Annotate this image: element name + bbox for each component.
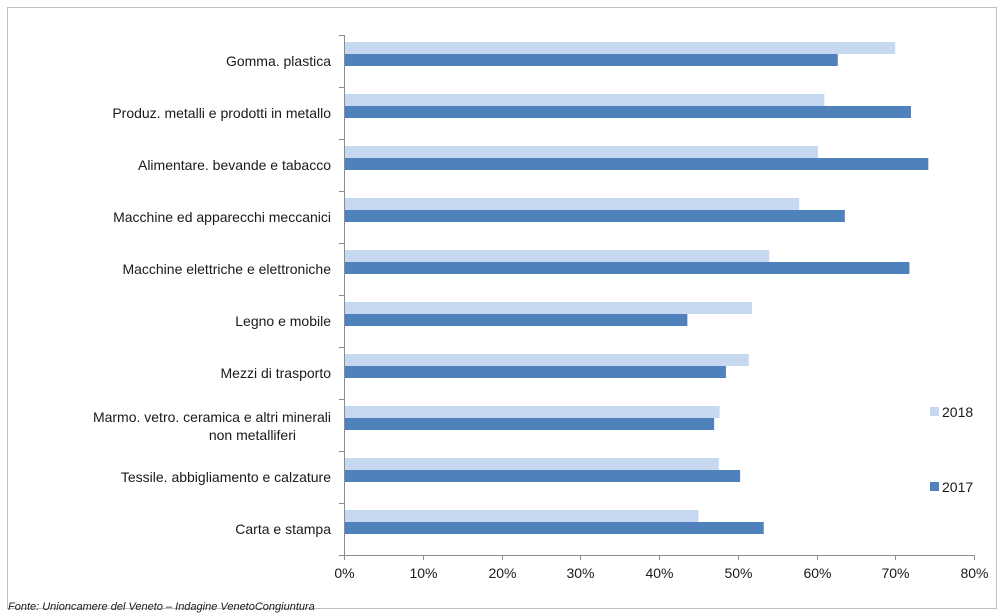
- category-label: Legno e mobile: [235, 313, 331, 329]
- x-tick-label: 50%: [724, 565, 752, 581]
- x-tick-label: 0%: [334, 565, 354, 581]
- category-label: Macchine ed apparecchi meccanici: [113, 209, 331, 225]
- category-label: Produz. metalli e prodotti in metallo: [112, 105, 331, 121]
- bar-2018-8: [344, 406, 720, 418]
- bar-2017-8: [344, 418, 715, 430]
- bar-2017-1: [344, 54, 838, 66]
- category-label: Macchine elettriche e elettroniche: [122, 261, 331, 277]
- legend-label-2018: 2018: [942, 404, 973, 420]
- legend-swatch-2017: [930, 482, 939, 491]
- x-tick-label: 10%: [409, 565, 437, 581]
- category-label: Gomma. plastica: [226, 53, 331, 69]
- bar-2017-6: [344, 314, 688, 326]
- category-label: Marmo. vetro. ceramica e altri minerali n…: [93, 409, 331, 443]
- bar-2017-5: [344, 262, 910, 274]
- bar-2018-9: [344, 458, 719, 470]
- bar-2018-2: [344, 94, 825, 106]
- x-tick-label: 70%: [881, 565, 909, 581]
- bar-2018-6: [344, 302, 752, 314]
- bar-2018-3: [344, 146, 819, 158]
- category-labels: Gomma. plastica Produz. metalli e prodott…: [93, 53, 331, 537]
- x-tick-label: 30%: [566, 565, 594, 581]
- bar-2018-1: [344, 42, 896, 54]
- bar-2017-10: [344, 522, 764, 534]
- bar-2018-4: [344, 198, 800, 210]
- bar-2018-10: [344, 510, 699, 522]
- bar-2017-9: [344, 470, 741, 482]
- x-tick-label: 80%: [960, 565, 988, 581]
- category-label: Mezzi di trasporto: [221, 365, 332, 381]
- x-tick-label: 60%: [803, 565, 831, 581]
- bar-2018-7: [344, 354, 749, 366]
- bar-2017-4: [344, 210, 845, 222]
- legend-label-2017: 2017: [942, 479, 973, 495]
- axes-group: [339, 35, 975, 560]
- x-tick-label: 20%: [488, 565, 516, 581]
- legend: 2018 2017: [930, 404, 973, 495]
- tick-labels: 0% 10% 20% 30% 40% 50% 60% 70% 80%: [334, 565, 988, 581]
- bar-2018-5: [344, 250, 770, 262]
- category-label: Tessile. abbigliamento e calzature: [121, 469, 331, 485]
- bar-2017-3: [344, 158, 929, 170]
- category-label: Alimentare. bevande e tabacco: [138, 157, 331, 173]
- bars-group: [344, 42, 929, 534]
- legend-swatch-2018: [930, 407, 939, 416]
- source-note: Fonte: Unioncamere del Veneto – Indagine…: [8, 601, 315, 613]
- category-label: Carta e stampa: [235, 521, 331, 537]
- x-tick-label: 40%: [645, 565, 673, 581]
- bar-2017-2: [344, 106, 911, 118]
- bar-2017-7: [344, 366, 726, 378]
